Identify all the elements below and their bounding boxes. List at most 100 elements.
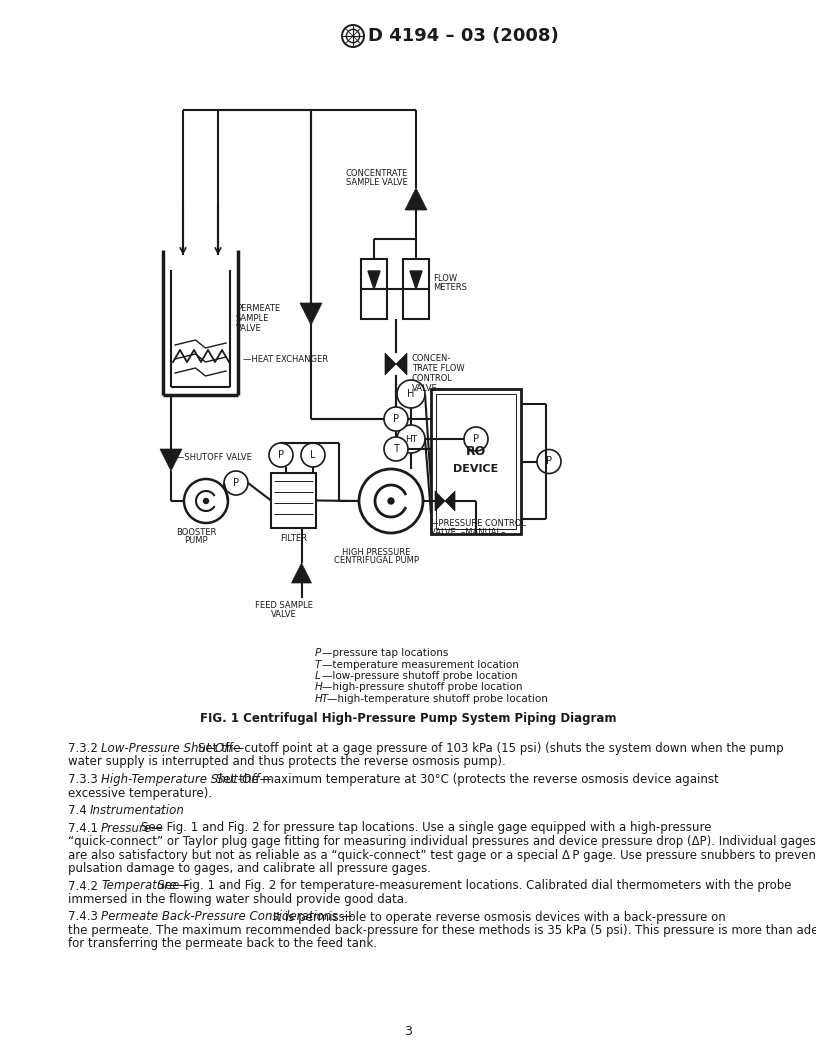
Text: BOOSTER: BOOSTER (175, 528, 216, 538)
Text: FIG. 1 Centrifugal High-Pressure Pump System Piping Diagram: FIG. 1 Centrifugal High-Pressure Pump Sy… (200, 712, 616, 725)
Text: HIGH PRESSURE: HIGH PRESSURE (342, 548, 410, 557)
Text: —high-pressure shutoff probe location: —high-pressure shutoff probe location (322, 682, 522, 693)
Text: PUMP: PUMP (184, 536, 208, 545)
Text: HT: HT (315, 694, 329, 704)
Text: P: P (546, 456, 552, 467)
Text: P: P (233, 478, 239, 488)
Text: T: T (393, 444, 399, 454)
Text: immersed in the flowing water should provide good data.: immersed in the flowing water should pro… (68, 893, 408, 906)
Text: See Fig. 1 and Fig. 2 for temperature-measurement locations. Calibrated dial the: See Fig. 1 and Fig. 2 for temperature-me… (154, 880, 792, 892)
Text: “quick-connect” or Taylor plug gage fitting for measuring individual pressures a: “quick-connect” or Taylor plug gage fitt… (68, 835, 816, 848)
Polygon shape (385, 353, 396, 375)
Text: CONCEN-: CONCEN- (412, 354, 451, 363)
Circle shape (397, 380, 425, 408)
Circle shape (203, 498, 209, 504)
Text: P: P (393, 414, 399, 425)
Text: :: : (157, 804, 164, 817)
Text: —PRESSURE CONTROL: —PRESSURE CONTROL (430, 518, 526, 528)
Text: See Fig. 1 and Fig. 2 for pressure tap locations. Use a single gage equipped wit: See Fig. 1 and Fig. 2 for pressure tap l… (141, 822, 712, 834)
Text: TRATE FLOW: TRATE FLOW (412, 364, 464, 373)
Text: FEED SAMPLE: FEED SAMPLE (255, 601, 313, 610)
Text: pulsation damage to gages, and calibrate all pressure gages.: pulsation damage to gages, and calibrate… (68, 862, 431, 875)
Text: Temperature—: Temperature— (101, 880, 188, 892)
Text: CONTROL: CONTROL (412, 374, 453, 383)
Text: VALVE: VALVE (236, 324, 262, 333)
Text: 7.4.1: 7.4.1 (68, 822, 98, 834)
Text: Set the cutoff point at a gage pressure of 103 kPa (15 psi) (shuts the system do: Set the cutoff point at a gage pressure … (198, 742, 784, 755)
Text: —HEAT EXCHANGER: —HEAT EXCHANGER (243, 355, 328, 364)
Polygon shape (435, 491, 445, 511)
Text: —temperature measurement location: —temperature measurement location (322, 660, 518, 670)
Text: P: P (473, 434, 479, 444)
Text: METERS: METERS (433, 283, 467, 293)
Text: CENTRIFUGAL PUMP: CENTRIFUGAL PUMP (334, 557, 419, 565)
Text: 7.4.3: 7.4.3 (68, 910, 98, 924)
Text: —SHUTOFF VALVE: —SHUTOFF VALVE (176, 453, 252, 461)
Bar (361, 259, 387, 319)
Text: 7.4: 7.4 (68, 804, 86, 817)
Text: T: T (315, 660, 322, 670)
Text: L: L (310, 450, 316, 460)
Text: excessive temperature).: excessive temperature). (68, 787, 212, 799)
Circle shape (384, 437, 408, 461)
Text: PERMEATE: PERMEATE (236, 304, 280, 313)
Circle shape (384, 407, 408, 431)
Polygon shape (396, 353, 407, 375)
Text: water supply is interrupted and thus protects the reverse osmosis pump).: water supply is interrupted and thus pro… (68, 755, 506, 769)
Text: P: P (315, 648, 322, 658)
Text: SAMPLE: SAMPLE (236, 314, 269, 323)
Polygon shape (300, 303, 322, 325)
Text: CONCENTRATE: CONCENTRATE (346, 169, 408, 178)
Text: —low-pressure shutoff probe location: —low-pressure shutoff probe location (322, 671, 517, 681)
Text: Instrumentation: Instrumentation (90, 804, 185, 817)
Text: RO: RO (466, 445, 486, 458)
Polygon shape (410, 271, 422, 289)
Polygon shape (405, 188, 427, 210)
Circle shape (388, 498, 394, 504)
Text: —pressure tap locations: —pressure tap locations (322, 648, 448, 658)
Text: 7.3.3: 7.3.3 (68, 773, 98, 786)
Text: VALVE—: VALVE— (412, 384, 446, 393)
Text: —high-temperature shutoff probe location: —high-temperature shutoff probe location (327, 694, 548, 704)
Text: FLOW: FLOW (433, 274, 457, 283)
Polygon shape (368, 271, 380, 289)
Text: the permeate. The maximum recommended back-pressure for these methods is 35 kPa : the permeate. The maximum recommended ba… (68, 924, 816, 937)
Text: SAMPLE VALVE: SAMPLE VALVE (346, 178, 408, 187)
Text: H: H (315, 682, 323, 693)
Text: VALVE: VALVE (271, 610, 296, 619)
Polygon shape (160, 449, 182, 471)
Text: Set the maximum temperature at 30°C (protects the reverse osmosis device against: Set the maximum temperature at 30°C (pro… (216, 773, 719, 786)
Text: Permeate Back-Pressure Considerations —: Permeate Back-Pressure Considerations — (101, 910, 353, 924)
Circle shape (269, 444, 293, 467)
Text: 7.3.2: 7.3.2 (68, 742, 98, 755)
Polygon shape (291, 563, 312, 583)
Circle shape (397, 425, 425, 453)
Circle shape (301, 444, 325, 467)
Circle shape (464, 427, 488, 451)
Text: It is permissible to operate reverse osmosis devices with a back-pressure on: It is permissible to operate reverse osm… (273, 910, 726, 924)
Polygon shape (445, 491, 455, 511)
Circle shape (537, 450, 561, 473)
Text: DEVICE: DEVICE (454, 465, 499, 474)
Circle shape (184, 479, 228, 523)
Text: High-Temperature Shut-Off—: High-Temperature Shut-Off— (101, 773, 272, 786)
Bar (431, 389, 521, 534)
Text: for transferring the permeate back to the feed tank.: for transferring the permeate back to th… (68, 938, 377, 950)
Text: L: L (315, 671, 321, 681)
Bar (436, 394, 516, 529)
Circle shape (224, 471, 248, 495)
Bar (403, 259, 429, 319)
Text: 3: 3 (404, 1025, 412, 1038)
Text: Low-Pressure Shut-Off—: Low-Pressure Shut-Off— (101, 742, 244, 755)
Text: FILTER: FILTER (280, 534, 307, 543)
Text: HT: HT (405, 434, 417, 444)
Text: are also satisfactory but not as reliable as a “quick-connect” test gage or a sp: are also satisfactory but not as reliabl… (68, 849, 816, 862)
Text: Pressure—: Pressure— (101, 822, 164, 834)
Bar (271, 473, 316, 528)
Text: D 4194 – 03 (2008): D 4194 – 03 (2008) (368, 27, 559, 45)
Text: H: H (407, 389, 415, 399)
Text: VALVE  –MANUAL–: VALVE –MANUAL– (430, 528, 505, 538)
Text: P: P (278, 450, 284, 460)
Circle shape (359, 469, 423, 533)
Text: 7.4.2: 7.4.2 (68, 880, 98, 892)
